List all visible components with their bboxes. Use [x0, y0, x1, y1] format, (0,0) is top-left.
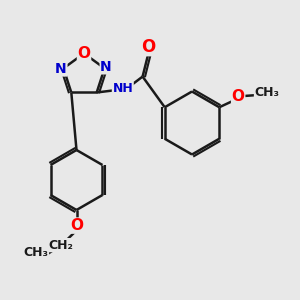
- Text: CH₂: CH₂: [48, 238, 73, 252]
- Text: O: O: [70, 218, 83, 233]
- Text: N: N: [55, 62, 67, 76]
- Text: O: O: [232, 88, 245, 104]
- Text: N: N: [100, 60, 112, 74]
- Text: CH₃: CH₃: [254, 86, 280, 99]
- Text: NH: NH: [112, 82, 133, 95]
- Text: CH₃: CH₃: [23, 246, 49, 259]
- Text: O: O: [141, 38, 155, 56]
- Text: O: O: [77, 46, 91, 61]
